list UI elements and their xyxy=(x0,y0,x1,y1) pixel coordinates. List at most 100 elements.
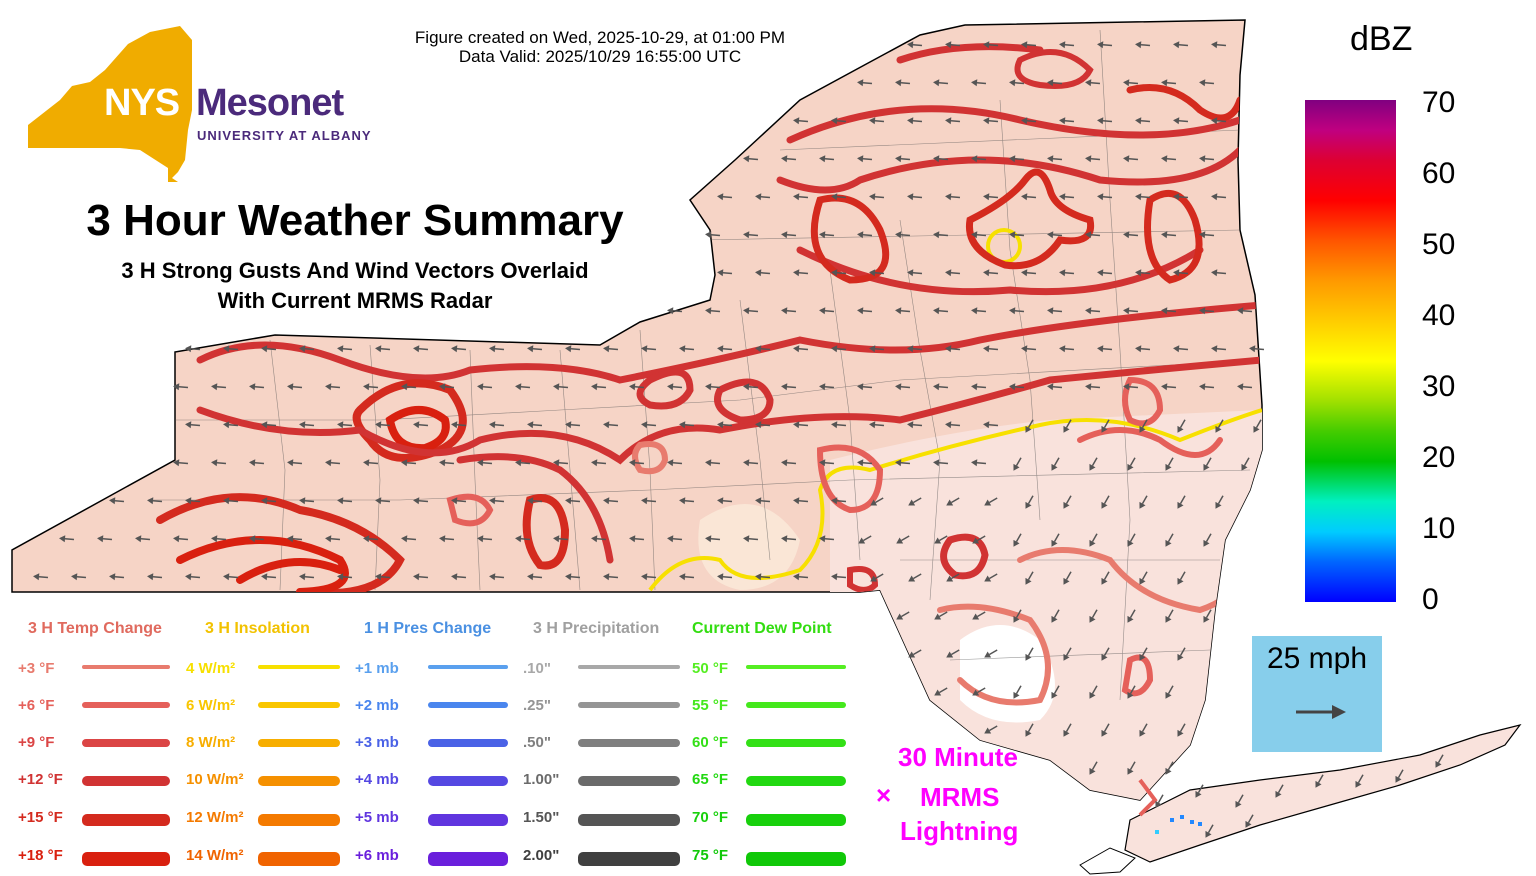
wind-vector xyxy=(1059,117,1075,125)
wind-vector xyxy=(1165,685,1174,699)
wind-vector xyxy=(717,345,733,353)
wind-vector xyxy=(869,345,885,353)
legend-line-swatch xyxy=(578,776,680,786)
wind-vector xyxy=(565,345,581,353)
wind-vector xyxy=(489,421,505,429)
wind-vector xyxy=(679,573,695,581)
legend-label: +1 mb xyxy=(355,660,399,677)
wind-vector xyxy=(1355,774,1364,788)
legend-label: 50 °F xyxy=(692,660,729,677)
legend-line-swatch xyxy=(82,852,170,866)
wind-vector xyxy=(1123,231,1139,239)
wind-vector xyxy=(1245,814,1254,828)
legend-label: 14 W/m² xyxy=(186,847,244,864)
legend-label: 2.00" xyxy=(523,847,560,864)
wind-vector xyxy=(1161,79,1177,87)
wind-vector xyxy=(261,345,277,353)
wind-vector-field xyxy=(33,41,1444,838)
wind-vector xyxy=(755,497,771,505)
wind-vector xyxy=(705,231,721,239)
legend-line-swatch xyxy=(258,852,340,866)
legend-label: +6 °F xyxy=(18,697,55,714)
wind-vector xyxy=(896,611,910,620)
wind-vector xyxy=(325,535,341,543)
wind-vector xyxy=(1211,41,1227,49)
wind-vector xyxy=(869,193,885,201)
wind-vector xyxy=(908,497,922,506)
wind-vector xyxy=(1059,269,1075,277)
wind-vector xyxy=(1165,533,1174,547)
wind-vector xyxy=(591,383,607,391)
lightning-line-2: MRMS xyxy=(920,782,1000,812)
wind-vector xyxy=(147,573,163,581)
wind-vector xyxy=(907,117,923,125)
wind-vector xyxy=(1063,419,1072,433)
legend-label: 12 W/m² xyxy=(186,809,244,826)
wind-vector xyxy=(1013,533,1022,547)
wind-vector xyxy=(705,459,721,467)
wind-vector xyxy=(1199,231,1215,239)
wind-vector xyxy=(1127,457,1136,471)
logo-nys-text: NYS xyxy=(104,82,180,124)
legend-header-2: 1 H Pres Change xyxy=(364,620,492,637)
wind-vector xyxy=(1047,307,1063,315)
legend-line-swatch xyxy=(258,665,340,669)
logo-mesonet-text: Mesonet xyxy=(196,82,344,124)
wind-vector xyxy=(1173,345,1189,353)
wind-vector xyxy=(907,269,923,277)
wind-vector xyxy=(451,573,467,581)
legend-label: 1.00" xyxy=(523,771,560,788)
wind-vector xyxy=(1275,784,1284,798)
wind-vector xyxy=(451,345,467,353)
wind-vector xyxy=(907,345,923,353)
wind-vector xyxy=(1215,419,1224,433)
wind-vector xyxy=(896,535,910,544)
wind-vector xyxy=(299,421,315,429)
wind-vector xyxy=(97,535,113,543)
wind-vector xyxy=(413,421,429,429)
subtitle-line-2: With Current MRMS Radar xyxy=(217,288,493,313)
wind-vector xyxy=(1047,383,1063,391)
legend-line-swatch xyxy=(82,665,170,669)
wind-vector xyxy=(1047,155,1063,163)
wind-vector xyxy=(972,535,986,544)
legend-label: .50" xyxy=(523,734,551,751)
wind-vector xyxy=(1161,383,1177,391)
legend-label: +3 mb xyxy=(355,734,399,751)
wind-vector xyxy=(33,573,49,581)
wind-vector xyxy=(261,573,277,581)
wind-vector xyxy=(895,459,911,467)
wind-vector xyxy=(1215,495,1224,509)
wind-vector xyxy=(984,725,998,734)
wind-vector xyxy=(439,459,455,467)
wind-vector xyxy=(1021,117,1037,125)
legend-label: 6 W/m² xyxy=(186,697,236,714)
wind-vector xyxy=(299,573,315,581)
wind-vector xyxy=(109,497,125,505)
wind-vector xyxy=(553,459,569,467)
wind-vector xyxy=(1085,383,1101,391)
wind-vector xyxy=(337,345,353,353)
wind-vector xyxy=(1235,794,1244,808)
logo-university-text: UNIVERSITY AT ALBANY xyxy=(197,128,372,143)
wind-vector xyxy=(299,497,315,505)
wind-vector xyxy=(945,117,961,125)
wind-vector xyxy=(907,193,923,201)
wind-vector xyxy=(831,573,847,581)
wind-vector xyxy=(679,421,695,429)
wind-vector xyxy=(1089,457,1098,471)
wind-vector xyxy=(591,535,607,543)
page-title: 3 Hour Weather Summary xyxy=(86,196,624,245)
wind-vector xyxy=(1165,457,1174,471)
wind-vector xyxy=(1139,647,1148,661)
wind-reference-label: 25 mph xyxy=(1266,642,1368,675)
wind-vector xyxy=(1123,383,1139,391)
wind-vector xyxy=(831,117,847,125)
wind-vector xyxy=(641,345,657,353)
wind-vector xyxy=(869,117,885,125)
wind-vector xyxy=(983,269,999,277)
wind-vector xyxy=(1021,41,1037,49)
nys-logo-shape xyxy=(28,26,192,182)
wind-vector xyxy=(1013,457,1022,471)
legend-header-0: 3 H Temp Change xyxy=(28,620,162,637)
